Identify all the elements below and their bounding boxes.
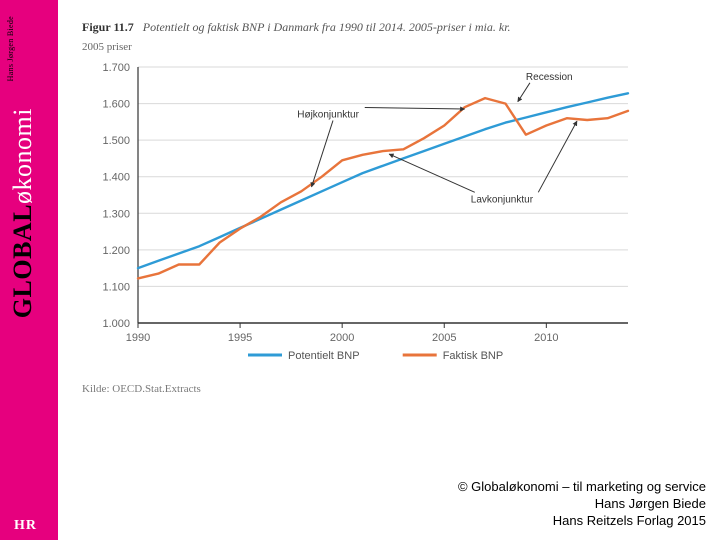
svg-text:1.700: 1.700 <box>102 62 130 74</box>
content-area: Figur 11.7 Potentielt og faktisk BNP i D… <box>58 0 720 540</box>
svg-text:1.400: 1.400 <box>102 172 130 184</box>
figure-header: Figur 11.7 Potentielt og faktisk BNP i D… <box>82 20 696 35</box>
spine-inner: Hans Jørgen Biede GLOBALøkonomi <box>0 8 58 488</box>
svg-text:1.000: 1.000 <box>102 318 130 330</box>
figure-title: Potentielt og faktisk BNP i Danmark fra … <box>143 20 511 34</box>
publisher-logo: HR <box>14 518 37 534</box>
svg-text:1.300: 1.300 <box>102 208 130 220</box>
legend-label: Potentielt BNP <box>288 350 360 362</box>
svg-text:1.100: 1.100 <box>102 281 130 293</box>
footer-line-2: Hans Jørgen Biede <box>458 496 706 513</box>
svg-text:1.600: 1.600 <box>102 99 130 111</box>
chart-container: 1.000 1.100 1.200 1.300 1.400 1.500 1.600 1.700… <box>82 59 642 379</box>
book-spine: Hans Jørgen Biede GLOBALøkonomi HR <box>0 0 58 540</box>
svg-text:1.500: 1.500 <box>102 135 130 147</box>
chart-annotation: Recession <box>526 72 573 83</box>
page: Hans Jørgen Biede GLOBALøkonomi HR Figur… <box>0 0 720 540</box>
svg-text:2000: 2000 <box>330 332 354 344</box>
spine-title-okonomi: økonomi <box>8 108 37 204</box>
footer-line-1: © Globaløkonomi – til marketing og servi… <box>458 479 706 496</box>
spine-author: Hans Jørgen Biede <box>6 16 15 81</box>
line-chart: 1.000 1.100 1.200 1.300 1.400 1.500 1.600 1.700… <box>82 59 642 379</box>
chart-annotation: Højkonjunktur <box>297 109 359 120</box>
svg-text:1990: 1990 <box>126 332 150 344</box>
spine-title: GLOBALøkonomi <box>8 108 38 318</box>
y-axis-title: 2005 priser <box>82 41 696 53</box>
svg-text:2005: 2005 <box>432 332 456 344</box>
legend-label: Faktisk BNP <box>443 350 504 362</box>
figure-source: Kilde: OECD.Stat.Extracts <box>82 383 696 395</box>
chart-annotation: Lavkonjunktur <box>471 194 534 205</box>
spine-title-global: GLOBAL <box>8 204 37 318</box>
figure-number: Figur 11.7 <box>82 20 134 34</box>
copyright-footer: © Globaløkonomi – til marketing og servi… <box>458 479 706 530</box>
svg-text:2010: 2010 <box>534 332 558 344</box>
footer-line-3: Hans Reitzels Forlag 2015 <box>458 513 706 530</box>
svg-text:1.200: 1.200 <box>102 245 130 257</box>
svg-text:1995: 1995 <box>228 332 252 344</box>
